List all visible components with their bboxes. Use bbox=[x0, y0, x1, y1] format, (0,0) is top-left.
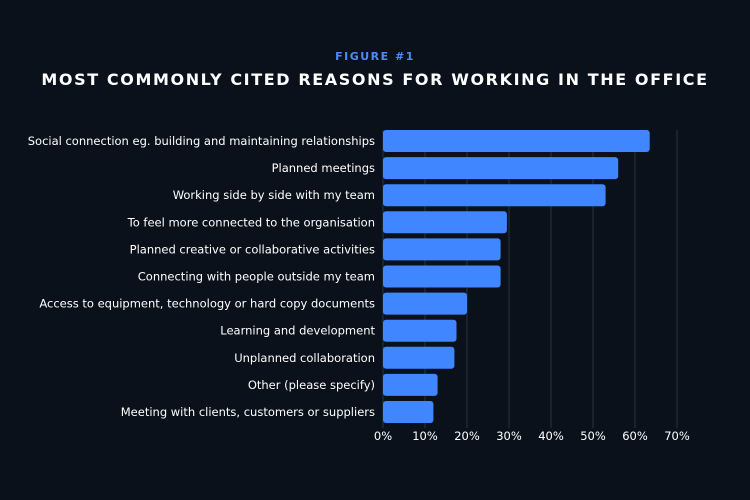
category-label: Working side by side with my team bbox=[173, 188, 375, 202]
category-label: To feel more connected to the organisati… bbox=[127, 215, 375, 229]
bar bbox=[383, 265, 501, 288]
x-tick-label: 30% bbox=[496, 429, 522, 443]
bar bbox=[383, 184, 606, 207]
category-label: Connecting with people outside my team bbox=[138, 270, 375, 284]
category-label: Learning and development bbox=[220, 324, 375, 338]
bar bbox=[383, 292, 467, 315]
category-label: Planned creative or collaborative activi… bbox=[130, 242, 375, 256]
bar bbox=[383, 401, 434, 423]
category-label: Meeting with clients, customers or suppl… bbox=[121, 405, 375, 419]
category-label: Unplanned collaboration bbox=[234, 351, 375, 365]
x-tick-label: 10% bbox=[412, 429, 438, 443]
category-label: Social connection eg. building and maint… bbox=[28, 134, 375, 148]
bar bbox=[383, 130, 650, 152]
bar bbox=[383, 211, 507, 234]
category-labels: Social connection eg. building and maint… bbox=[28, 134, 376, 419]
x-axis-tick-labels: 0% 10% 20% 30% 40% 50% 60% 70% bbox=[374, 429, 690, 443]
x-tick-label: 0% bbox=[374, 429, 392, 443]
bar bbox=[383, 157, 619, 180]
bar bbox=[383, 346, 455, 369]
x-tick-label: 70% bbox=[664, 429, 690, 443]
figure-label: FIGURE #1 bbox=[335, 50, 415, 63]
chart-title: MOST COMMONLY CITED REASONS FOR WORKING … bbox=[41, 70, 709, 89]
bar bbox=[383, 319, 457, 342]
x-tick-label: 60% bbox=[622, 429, 648, 443]
x-tick-label: 20% bbox=[454, 429, 480, 443]
category-label: Planned meetings bbox=[272, 161, 375, 175]
bars bbox=[383, 130, 650, 423]
bar bbox=[383, 373, 438, 396]
category-label: Access to equipment, technology or hard … bbox=[39, 297, 375, 311]
x-tick-label: 50% bbox=[580, 429, 606, 443]
bar bbox=[383, 238, 501, 261]
category-label: Other (please specify) bbox=[248, 378, 375, 392]
x-tick-label: 40% bbox=[538, 429, 564, 443]
